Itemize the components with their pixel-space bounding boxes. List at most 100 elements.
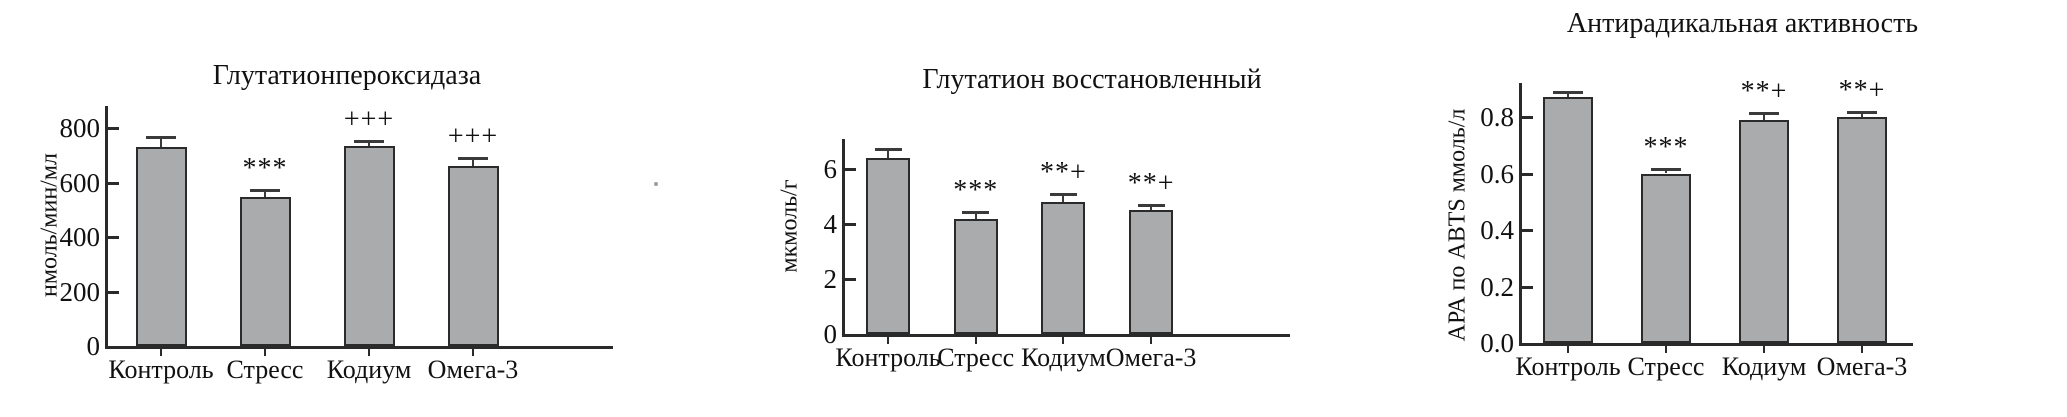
error-bar-cap — [146, 135, 176, 139]
y-tick-label: 600 — [59, 167, 101, 198]
significance-annotation: *** — [953, 175, 999, 206]
error-bar-stem — [1062, 195, 1065, 202]
x-tick-mark — [1062, 337, 1065, 344]
significance-annotation: +++ — [447, 121, 499, 153]
x-tick-mark — [1861, 346, 1863, 353]
y-tick-mark — [108, 290, 119, 294]
x-tick-mark — [368, 349, 370, 356]
y-tick-mark — [1522, 229, 1533, 232]
y-tick-label: 0 — [86, 331, 101, 361]
y-axis — [105, 106, 108, 349]
x-tick-mark — [1150, 337, 1153, 344]
x-category-label: Контроль — [1515, 352, 1621, 381]
x-tick-mark — [264, 349, 266, 356]
plot-area: 0.0 0.2 0.4 0.6 0.8 Контроль *** Стресс **+ Кодиу… — [1410, 0, 2067, 417]
significance-annotation: **+ — [1740, 76, 1788, 108]
bar — [1739, 119, 1789, 343]
y-tick-mark — [845, 278, 856, 281]
x-tick-mark — [1763, 346, 1765, 353]
error-bar-cap — [962, 211, 990, 214]
bar — [866, 158, 910, 334]
x-tick-mark — [160, 349, 162, 356]
y-tick-mark — [1522, 172, 1533, 176]
chart-title: Глутатионпероксидаза — [212, 60, 482, 91]
x-category-label: Контроль — [108, 355, 214, 384]
scan-artifact-dot — [654, 182, 658, 186]
x-axis — [842, 334, 1290, 337]
error-bar-cap — [458, 157, 488, 161]
x-tick-mark — [974, 337, 977, 344]
y-tick-mark — [108, 127, 119, 130]
significance-annotation: *** — [1643, 132, 1689, 164]
chart-title: Глутатион восстановленный — [922, 64, 1262, 95]
x-category-label: Стресс — [937, 343, 1015, 372]
error-bar-stem — [368, 141, 370, 146]
error-bar-cap — [1651, 168, 1681, 172]
error-bar-stem — [264, 190, 266, 198]
chart-title: Антирадикальная активность — [1566, 8, 1919, 39]
error-bar-cap — [874, 147, 902, 151]
bar — [135, 147, 187, 346]
error-bar-cap — [1847, 110, 1877, 114]
x-tick-mark — [1567, 346, 1569, 353]
error-bar-stem — [974, 213, 977, 219]
bar — [1641, 173, 1691, 343]
error-bar-stem — [1861, 112, 1863, 117]
y-tick-mark — [1522, 116, 1533, 119]
error-bar-cap — [1137, 204, 1165, 208]
x-category-label: Контроль — [835, 343, 941, 372]
chart-antiradical-activity: Антирадикальная активность АРА по ABTS м… — [1410, 0, 2067, 417]
y-tick-label: 0.0 — [1480, 328, 1514, 358]
chart-glutathione-peroxidase: Глутатионпероксидаза нмоль/мин/мл 0 200 40… — [0, 0, 700, 417]
x-axis — [1519, 343, 1913, 346]
y-tick-label: 800 — [59, 113, 101, 143]
bar — [343, 145, 395, 346]
y-tick-label: 0 — [823, 319, 838, 349]
y-tick-label: 0.8 — [1480, 102, 1514, 132]
error-bar-cap — [1553, 90, 1583, 94]
significance-annotation: **+ — [1039, 157, 1087, 189]
y-tick-mark — [845, 168, 856, 171]
x-category-label: Омега-3 — [1816, 352, 1908, 381]
bar — [1543, 97, 1593, 343]
error-bar-cap — [354, 139, 384, 143]
error-bar-stem — [1763, 114, 1765, 120]
y-tick-label: 6 — [823, 154, 838, 184]
x-category-label: Стресс — [1627, 352, 1705, 381]
error-bar-cap — [1049, 193, 1077, 197]
y-tick-mark — [845, 223, 856, 226]
y-tick-label: 0.6 — [1480, 158, 1514, 189]
x-category-label: Кодиум — [326, 355, 412, 384]
y-tick-label: 4 — [823, 209, 838, 239]
y-tick-label: 0.4 — [1480, 215, 1514, 245]
error-bar-stem — [887, 149, 889, 158]
y-tick-label: 400 — [59, 222, 101, 252]
x-category-label: Стресс — [226, 355, 304, 384]
plot-area: 0 200 400 600 800 Контроль *** Стресс +++ Кодиум +… — [0, 0, 700, 417]
x-tick-mark — [887, 337, 889, 344]
plot-area: 0 2 4 6 Контроль *** Стресс **+ Кодиум **+ Омега-3 — [760, 0, 1360, 417]
x-axis — [105, 346, 613, 349]
x-category-label: Кодиум — [1721, 352, 1807, 381]
y-tick-mark — [1522, 285, 1533, 289]
bar — [239, 197, 291, 346]
error-bar-stem — [160, 137, 162, 148]
significance-annotation: *** — [242, 152, 288, 184]
bar — [447, 166, 499, 346]
x-category-label: Омега-3 — [1105, 343, 1197, 372]
significance-annotation: +++ — [343, 103, 395, 135]
x-tick-mark — [472, 349, 474, 356]
y-axis — [1519, 83, 1522, 346]
y-tick-label: 200 — [59, 276, 101, 307]
error-bar-stem — [1567, 92, 1569, 98]
error-bar-stem — [472, 159, 474, 167]
x-category-label: Омега-3 — [427, 355, 519, 384]
bar — [953, 218, 998, 334]
y-tick-mark — [108, 181, 119, 185]
bar — [1041, 202, 1086, 334]
y-axis — [842, 138, 845, 337]
error-bar-cap — [250, 188, 280, 192]
bar — [1129, 210, 1174, 334]
x-tick-mark — [1665, 346, 1667, 353]
